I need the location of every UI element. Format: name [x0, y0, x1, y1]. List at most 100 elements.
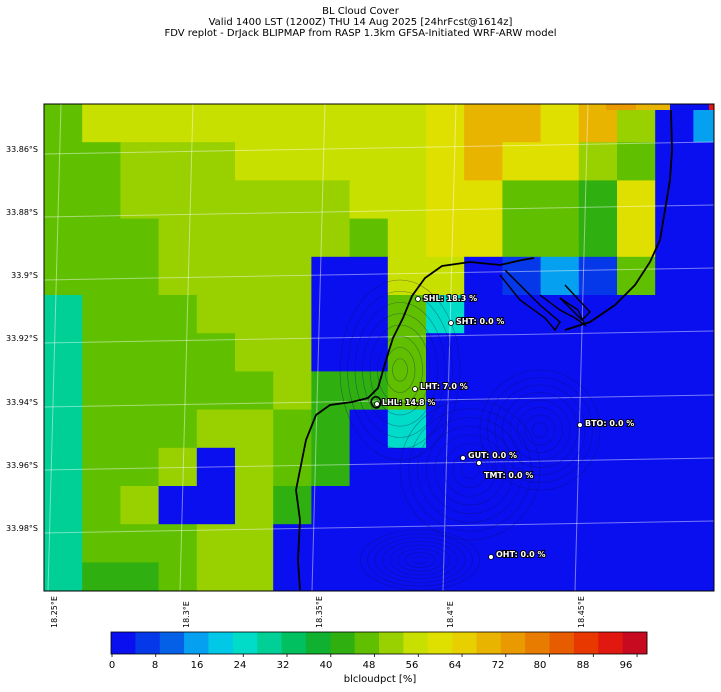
- grid-cell: [311, 295, 351, 334]
- grid-cell: [464, 180, 503, 220]
- colorbar-tick: 72: [491, 660, 505, 671]
- grid-cell: [82, 562, 121, 591]
- grid-cell: [387, 409, 427, 449]
- grid-cell: [273, 333, 312, 372]
- grid-cell: [82, 371, 121, 411]
- contour-line: [359, 529, 481, 591]
- grid-cell: [235, 256, 274, 296]
- station-marker: [488, 554, 494, 560]
- grid-cell: [235, 371, 274, 411]
- grid-cell: [158, 486, 198, 525]
- grid-cell: [158, 524, 198, 563]
- grid-cell: [426, 447, 465, 487]
- grid-cell: [540, 371, 580, 411]
- lon-tick: 18.25°E: [50, 596, 59, 628]
- latitude-line: [43, 457, 715, 471]
- grid-cell: [617, 409, 656, 449]
- grid-cell: [82, 295, 121, 334]
- contour-line: [367, 533, 473, 587]
- grid-cell: [617, 218, 656, 258]
- grid-cell: [426, 180, 465, 220]
- grid-cell: [82, 218, 121, 258]
- grid-cell: [158, 218, 198, 258]
- grid-cell: [349, 447, 389, 487]
- grid-cell: [349, 256, 389, 296]
- station-marker: [415, 296, 421, 302]
- grid-cell: [196, 562, 236, 591]
- grid-cell: [464, 218, 503, 258]
- grid-cell: [709, 104, 714, 110]
- grid-cell: [273, 524, 312, 563]
- grid-cell: [82, 180, 121, 220]
- grid-cell: [578, 256, 618, 296]
- latitude-line: [43, 330, 715, 344]
- grid-cell: [120, 371, 160, 411]
- grid-cell: [44, 409, 83, 449]
- grid-cell: [636, 104, 670, 110]
- grid-cell: [82, 409, 121, 449]
- grid-cell: [311, 333, 351, 372]
- contour-line: [404, 552, 436, 568]
- grid-cell: [196, 447, 236, 487]
- grid-cell: [158, 409, 198, 449]
- colorbar-tick: 64: [448, 660, 462, 671]
- grid-cell: [235, 447, 274, 487]
- colorbar-tick: 0: [108, 660, 116, 671]
- grid-cell: [464, 447, 503, 487]
- grid-cell: [464, 371, 503, 411]
- grid-cell: [502, 333, 542, 372]
- colorbar-segment: [184, 632, 209, 654]
- grid-cell: [693, 371, 714, 411]
- grid-cell: [273, 180, 312, 220]
- grid-cell: [578, 447, 618, 487]
- colorbar-tick: 48: [362, 660, 376, 671]
- contour-line: [460, 460, 480, 480]
- grid-cell: [273, 371, 312, 411]
- grid-cell: [617, 333, 656, 372]
- grid-cell: [196, 256, 236, 296]
- grid-cell: [158, 142, 198, 181]
- grid-cell: [655, 524, 694, 563]
- grid-cell: [502, 218, 542, 258]
- contour-line: [377, 335, 423, 405]
- grid-cell: [311, 409, 351, 449]
- contour-line: [425, 425, 515, 515]
- station-marker: [577, 422, 583, 428]
- grid-cell: [235, 409, 274, 449]
- grid-cell: [426, 409, 465, 449]
- grid-cell: [196, 218, 236, 258]
- longitude-line: [179, 103, 194, 592]
- contour-line: [374, 537, 466, 583]
- grid-cell: [464, 562, 503, 591]
- grid-cell: [655, 256, 694, 296]
- grid-cell: [387, 256, 427, 296]
- grid-cell: [578, 486, 618, 525]
- grid-cell: [235, 295, 274, 334]
- grid-cell: [235, 142, 274, 181]
- grid-cell: [349, 295, 389, 334]
- grid-cell: [426, 562, 465, 591]
- grid-cell: [540, 409, 580, 449]
- grid-cell: [387, 180, 427, 220]
- grid-cell: [426, 104, 465, 143]
- grid-cell: [617, 562, 656, 591]
- grid-cell: [387, 333, 427, 372]
- title-line-3: FDV replot - DrJack BLIPMAP from RASP 1.…: [164, 28, 557, 39]
- grid-cell: [349, 562, 389, 591]
- grid-cell: [235, 486, 274, 525]
- contour-line: [382, 540, 458, 580]
- colorbar: [110, 631, 648, 657]
- grid-cell: [578, 218, 618, 258]
- colorbar-segment: [549, 632, 575, 654]
- grid-cell: [693, 409, 714, 449]
- colorbar-segment: [379, 632, 404, 654]
- contour-line: [517, 407, 563, 453]
- grid-cell: [44, 447, 83, 487]
- colorbar-segment: [403, 632, 429, 654]
- contour-line: [347, 290, 453, 450]
- contour-line: [397, 548, 443, 572]
- lat-tick: 33.9°S: [11, 271, 38, 280]
- grid-cell: [387, 447, 427, 487]
- grid-cell: [273, 104, 312, 143]
